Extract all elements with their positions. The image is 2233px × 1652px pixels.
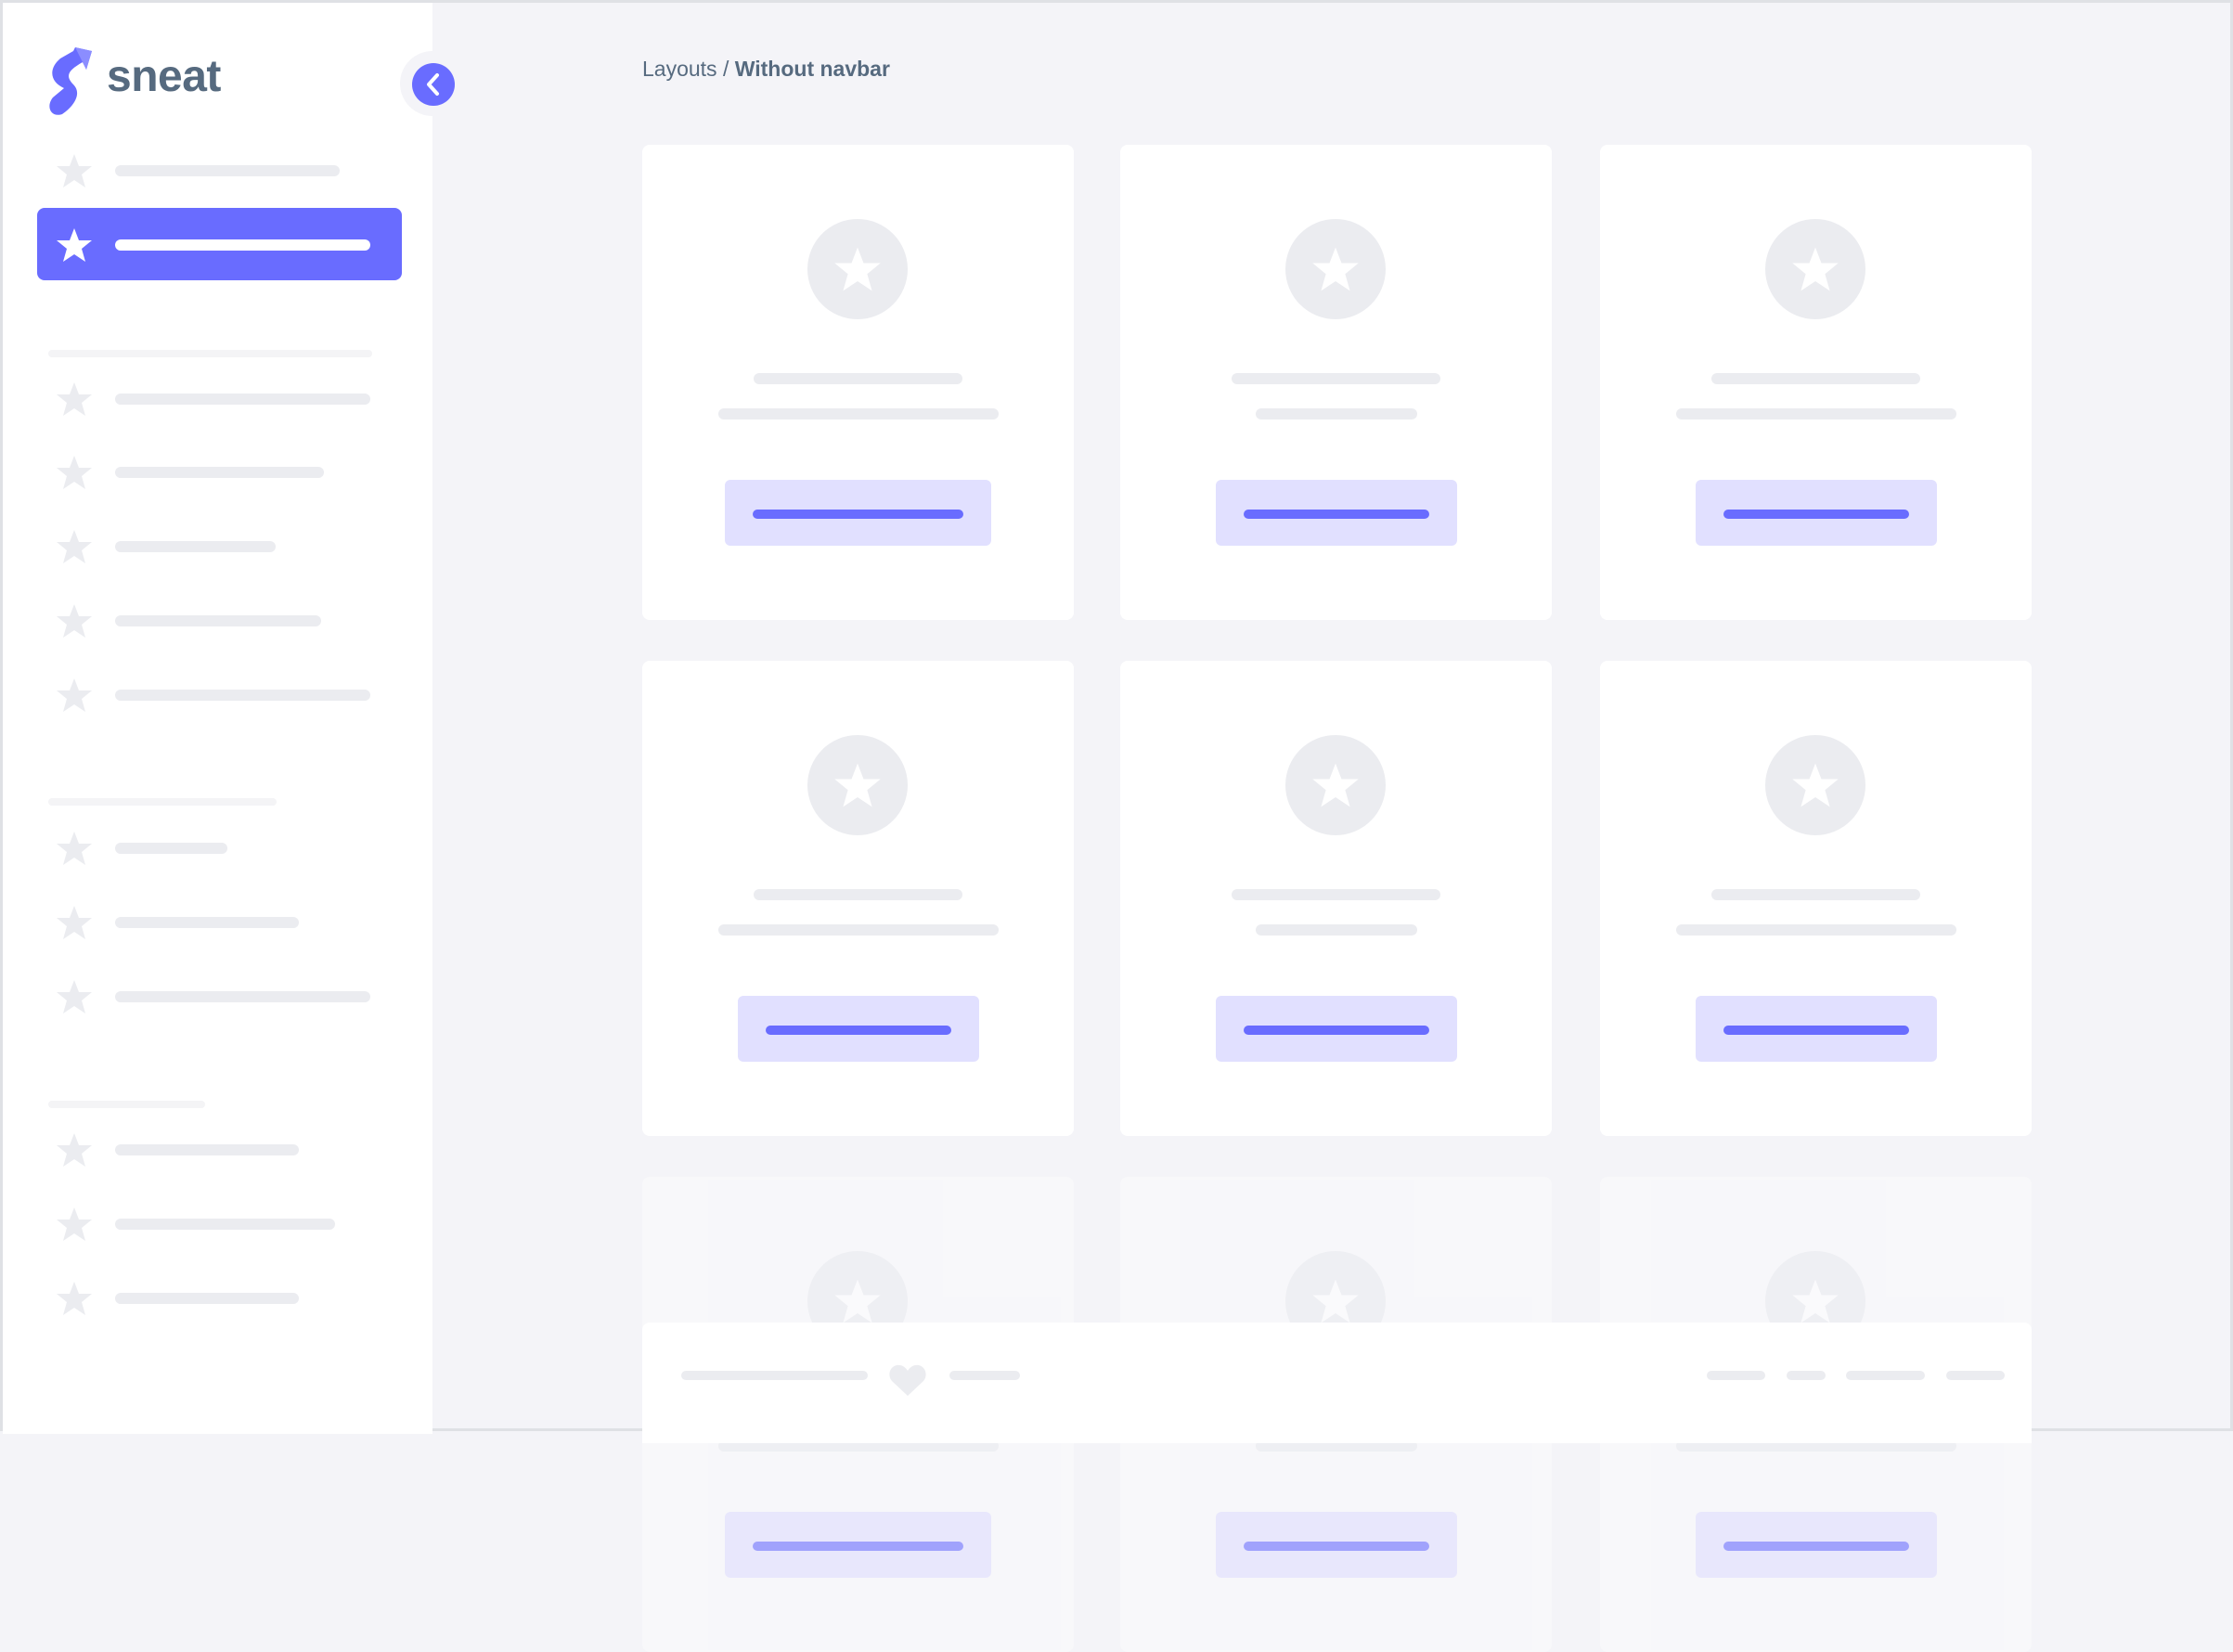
placeholder-card	[1120, 661, 1552, 1136]
button-label-placeholder	[1723, 1542, 1909, 1551]
sidebar-section-header-placeholder	[48, 1101, 205, 1108]
card-button[interactable]	[1695, 1512, 1937, 1578]
sidebar-item-label-placeholder	[115, 1293, 299, 1304]
subtitle-placeholder	[717, 408, 999, 419]
title-placeholder	[1711, 889, 1920, 900]
title-placeholder	[754, 373, 962, 384]
title-placeholder	[754, 889, 962, 900]
footer-link-placeholder[interactable]	[1707, 1371, 1765, 1380]
footer-link-placeholder[interactable]	[1787, 1371, 1826, 1380]
star-icon	[56, 978, 93, 1015]
sidebar-item-label-placeholder	[115, 1144, 299, 1155]
star-icon	[56, 1280, 93, 1317]
sidebar-item-label-placeholder	[115, 394, 370, 405]
card-button[interactable]	[725, 1512, 991, 1578]
subtitle-placeholder	[1255, 924, 1417, 936]
breadcrumb-current: Without navbar	[734, 57, 890, 81]
avatar	[807, 219, 908, 319]
chevron-left-icon	[427, 73, 439, 96]
star-icon	[1312, 1279, 1359, 1323]
subtitle-placeholder	[1255, 408, 1417, 419]
avatar	[1765, 219, 1865, 319]
subtitle-placeholder	[1675, 924, 1956, 936]
star-icon	[1312, 247, 1359, 291]
star-icon	[56, 528, 93, 565]
sidebar-item-label-placeholder	[115, 615, 321, 626]
sidebar-item-label-placeholder	[115, 1219, 335, 1230]
card-button[interactable]	[725, 480, 991, 546]
star-icon	[56, 904, 93, 941]
star-icon	[56, 152, 93, 189]
card-button[interactable]	[1695, 996, 1937, 1062]
button-label-placeholder	[765, 1026, 951, 1035]
placeholder-card	[1120, 145, 1552, 620]
button-label-placeholder	[1243, 510, 1429, 519]
sidebar-collapse-button[interactable]	[412, 63, 455, 106]
card-button[interactable]	[1215, 480, 1457, 546]
sidebar-item-label-placeholder	[115, 991, 370, 1002]
footer-link-placeholder[interactable]	[1946, 1371, 2005, 1380]
title-placeholder	[1232, 373, 1440, 384]
placeholder-card	[1600, 661, 2032, 1136]
subtitle-placeholder	[717, 924, 999, 936]
star-icon	[56, 1131, 93, 1168]
star-icon	[56, 602, 93, 639]
avatar	[807, 735, 908, 835]
star-icon	[834, 247, 881, 291]
star-icon	[56, 830, 93, 867]
card-button[interactable]	[1695, 480, 1937, 546]
placeholder-card	[642, 145, 1074, 620]
button-label-placeholder	[1723, 1026, 1909, 1035]
star-icon	[56, 1206, 93, 1243]
star-icon	[56, 381, 93, 418]
sidebar-item-label-placeholder	[115, 917, 299, 928]
button-label-placeholder	[1243, 1542, 1429, 1551]
avatar	[1285, 735, 1386, 835]
placeholder-card	[642, 661, 1074, 1136]
sidebar-section-header-placeholder	[48, 350, 372, 357]
star-icon	[1792, 247, 1839, 291]
star-icon	[1792, 763, 1839, 807]
star-icon	[56, 677, 93, 714]
subtitle-placeholder	[1675, 408, 1956, 419]
sidebar-item-label-placeholder	[115, 843, 227, 854]
footer-link-placeholder[interactable]	[1846, 1371, 1925, 1380]
breadcrumb-parent[interactable]: Layouts	[642, 57, 717, 81]
breadcrumb-separator: /	[722, 57, 729, 81]
sidebar-item-label-placeholder	[115, 690, 370, 701]
star-icon	[56, 454, 93, 491]
button-label-placeholder	[753, 1542, 963, 1551]
brand-name[interactable]: sneat	[107, 52, 221, 101]
star-icon	[834, 763, 881, 807]
placeholder-card	[1600, 145, 2032, 620]
button-label-placeholder	[1243, 1026, 1429, 1035]
title-placeholder	[1232, 889, 1440, 900]
button-label-placeholder	[753, 510, 963, 519]
heart-icon	[889, 1364, 926, 1396]
title-placeholder	[1711, 373, 1920, 384]
star-icon	[1312, 763, 1359, 807]
card-button[interactable]	[1215, 1512, 1457, 1578]
footer-text-placeholder	[681, 1371, 868, 1380]
sidebar-item-label-placeholder	[115, 467, 324, 478]
star-icon	[1792, 1279, 1839, 1323]
footer-link-placeholder[interactable]	[949, 1371, 1020, 1380]
avatar	[1765, 735, 1865, 835]
star-icon	[56, 226, 93, 264]
star-icon	[834, 1279, 881, 1323]
sidebar: sneat	[3, 3, 432, 1434]
button-label-placeholder	[1723, 510, 1909, 519]
sidebar-item-label-placeholder	[115, 165, 340, 176]
sidebar-section-header-placeholder	[48, 798, 277, 806]
breadcrumb: Layouts / Without navbar	[642, 57, 890, 82]
sidebar-item-label-placeholder	[115, 541, 276, 552]
card-button[interactable]	[1215, 996, 1457, 1062]
card-button[interactable]	[737, 996, 979, 1062]
avatar	[1285, 219, 1386, 319]
brand-logo-icon	[42, 45, 94, 116]
sidebar-item-label-placeholder	[115, 239, 370, 251]
footer	[642, 1323, 2032, 1443]
